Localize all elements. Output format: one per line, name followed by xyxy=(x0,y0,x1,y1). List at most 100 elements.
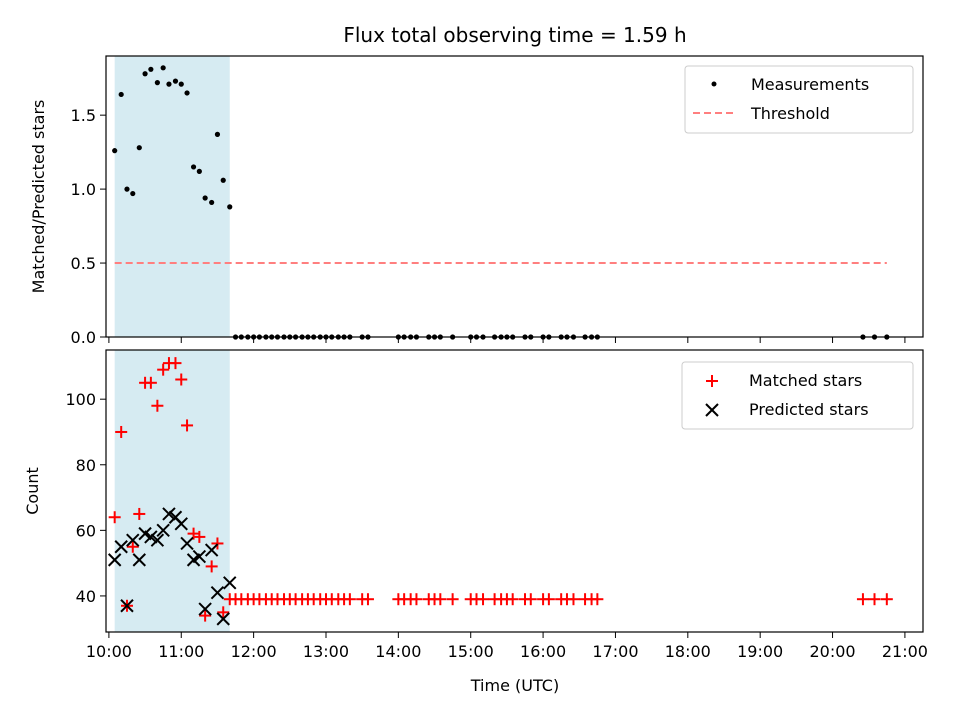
predicted-star-point xyxy=(114,540,128,554)
matched-star-point xyxy=(175,373,188,386)
predicted-star-point xyxy=(223,576,237,590)
legend-matched-label: Matched stars xyxy=(749,371,862,390)
x-tick-label: 20:00 xyxy=(809,642,855,661)
measurement-point xyxy=(202,195,208,201)
bottom-panel: 40 60 80 100 10:00 11:00 12:00 13:00 14:00 15:00 1… xyxy=(23,349,928,695)
top-panel: 0.0 0.5 1.0 1.5 Matched/Predicted stars Mea… xyxy=(29,55,924,347)
bottom-marks xyxy=(107,357,893,626)
measurement-point xyxy=(154,80,160,86)
y-tick-label: 60 xyxy=(76,521,96,540)
measurement-point xyxy=(227,204,233,210)
measurement-point xyxy=(172,78,179,84)
predicted-star-point xyxy=(132,553,146,567)
matched-star-point xyxy=(115,425,128,438)
matched-star-point xyxy=(126,540,139,553)
matched-star-point xyxy=(343,593,356,606)
matched-star-point xyxy=(205,560,218,573)
measurement-point xyxy=(166,81,172,87)
predicted-star-point xyxy=(180,536,194,551)
y-tick-label: 0.0 xyxy=(71,328,96,347)
x-tick-label: 11:00 xyxy=(158,642,204,661)
measurement-point xyxy=(214,131,221,137)
x-tick-label: 19:00 xyxy=(737,642,783,661)
predicted-star-point xyxy=(150,533,165,547)
predicted-star-point xyxy=(162,507,176,521)
predicted-star-point xyxy=(156,523,170,538)
predicted-star-point xyxy=(107,553,122,567)
bottom-axes-frame xyxy=(105,349,924,633)
top-legend-box xyxy=(684,65,914,134)
top-y-axis-label: Matched/Predicted stars xyxy=(29,100,48,294)
bottom-axes-ticks: 40 60 80 100 10:00 11:00 12:00 13:00 14:00 15:00 1… xyxy=(65,390,928,661)
matched-star-point xyxy=(169,357,182,370)
legend-matched-marker xyxy=(706,375,718,387)
y-tick-label: 100 xyxy=(65,390,96,409)
matched-star-point xyxy=(434,593,447,606)
y-tick-label: 1.5 xyxy=(71,106,96,125)
matched-star-point xyxy=(506,593,519,606)
x-tick-label: 12:00 xyxy=(231,642,277,661)
measurement-point xyxy=(220,177,226,183)
matched-star-point xyxy=(193,530,206,543)
measurement-point xyxy=(118,91,124,98)
top-legend: Measurements Threshold xyxy=(684,65,914,134)
measurement-point xyxy=(130,190,136,197)
matched-star-point xyxy=(157,363,170,376)
matched-star-point xyxy=(199,609,212,622)
x-tick-label: 21:00 xyxy=(882,642,928,661)
matched-star-point xyxy=(108,511,121,524)
y-tick-label: 80 xyxy=(76,456,96,475)
matched-star-point xyxy=(144,376,157,389)
legend-threshold-label: Threshold xyxy=(750,104,830,123)
legend-predicted-marker xyxy=(705,403,719,417)
predicted-star-point xyxy=(216,612,230,626)
measurement-point xyxy=(184,90,190,96)
top-axes-frame xyxy=(105,55,924,338)
bottom-legend: Matched stars Predicted stars xyxy=(681,361,914,430)
predicted-star-point xyxy=(144,530,158,544)
matched-star-point xyxy=(133,507,146,520)
matched-star-point xyxy=(477,593,490,606)
x-axis-label: Time (UTC) xyxy=(470,676,559,695)
matched-star-point xyxy=(361,593,374,606)
x-tick-label: 17:00 xyxy=(592,642,638,661)
predicted-star-point xyxy=(126,533,140,547)
matched-star-point xyxy=(151,399,164,412)
matched-star-point xyxy=(181,419,194,432)
matched-star-point xyxy=(868,593,881,606)
x-tick-label: 16:00 xyxy=(520,642,566,661)
legend-measurements-label: Measurements xyxy=(751,75,869,94)
measurement-point xyxy=(112,148,118,154)
bottom-legend-box xyxy=(681,361,914,430)
y-tick-label: 0.5 xyxy=(71,254,96,273)
measurement-point xyxy=(142,71,148,77)
predicted-star-point xyxy=(192,549,207,564)
measurement-point xyxy=(148,66,154,72)
bottom-y-axis-label: Count xyxy=(23,467,42,515)
predicted-star-point xyxy=(198,602,212,616)
bottom-shaded-span xyxy=(114,350,230,632)
measurement-point xyxy=(209,199,215,206)
top-axes-ticks: 0.0 0.5 1.0 1.5 xyxy=(71,106,906,347)
matched-star-point xyxy=(880,593,893,606)
chart-title: Flux total observing time = 1.59 h xyxy=(343,23,686,47)
predicted-star-point xyxy=(174,517,188,531)
matched-star-point xyxy=(591,593,604,606)
measurement-point xyxy=(190,164,197,170)
predicted-star-point xyxy=(210,585,225,600)
matched-star-point xyxy=(542,593,555,606)
measurement-point xyxy=(196,168,202,174)
measurement-point xyxy=(160,65,166,71)
matched-star-point xyxy=(446,593,459,606)
legend-measurements-marker xyxy=(711,81,717,87)
x-tick-label: 18:00 xyxy=(665,642,711,661)
predicted-star-point xyxy=(120,599,134,613)
matched-star-point xyxy=(567,593,580,606)
predicted-star-point xyxy=(204,543,219,557)
matched-star-point xyxy=(856,593,869,606)
x-tick-label: 10:00 xyxy=(86,642,132,661)
measurement-point xyxy=(136,145,142,151)
legend-predicted-label: Predicted stars xyxy=(749,400,869,419)
x-tick-label: 14:00 xyxy=(375,642,421,661)
